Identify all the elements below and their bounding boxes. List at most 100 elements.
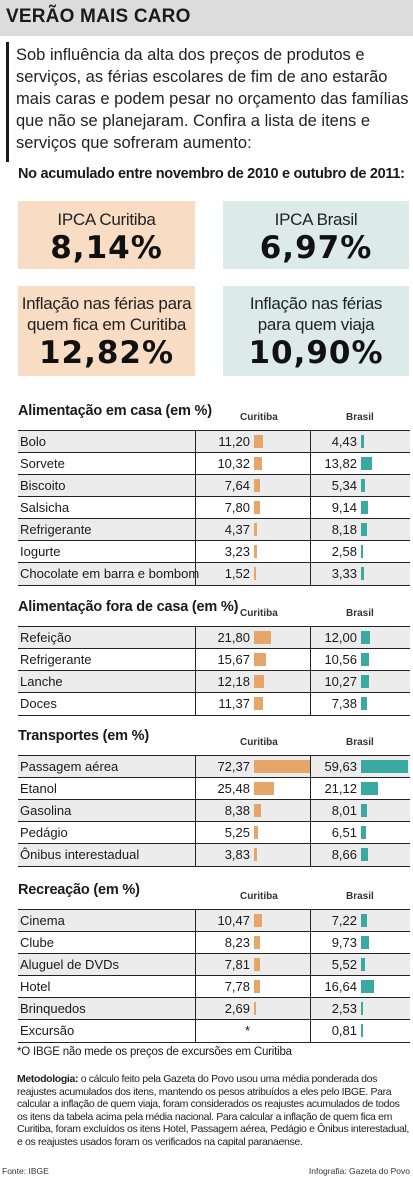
ferias-curitiba-label-1: Inflação nas férias para	[21, 294, 192, 313]
curitiba-value-label: 10,47	[217, 913, 250, 928]
curitiba-bar	[254, 567, 256, 580]
curitiba-value-label: 15,67	[217, 652, 250, 667]
table-row: Pedágio 5,25 6,51	[18, 821, 410, 844]
column-header-curitiba: Curitiba	[240, 737, 278, 748]
row-label: Gasolina	[20, 803, 72, 818]
curitiba-value-label: 21,80	[217, 630, 250, 645]
table-row: Gasolina 8,38 8,01	[18, 799, 410, 822]
table-row: Lanche 12,18 10,27	[18, 670, 410, 693]
row-label: Excursão	[20, 1023, 75, 1038]
table-row: Chocolate em barra e bombom 1,52 3,33	[18, 562, 410, 586]
table-row: Iogurte 3,23 2,58	[18, 540, 410, 563]
ipca-brasil-value: 6,97%	[259, 230, 373, 266]
brasil-bar	[361, 675, 370, 688]
column-divider	[195, 909, 196, 1042]
curitiba-bar	[254, 631, 272, 644]
brasil-bar	[361, 936, 369, 949]
brasil-bar	[361, 653, 370, 666]
section: Alimentação em casa (em %) Curitiba Brasil…	[18, 403, 410, 586]
brasil-value-label: 0,81	[331, 1023, 357, 1038]
brasil-value-label: 16,64	[324, 979, 357, 994]
curitiba-bar	[254, 653, 267, 666]
row-label: Ônibus interestadual	[20, 847, 140, 862]
brasil-value-label: 8,18	[331, 522, 357, 537]
curitiba-bar	[254, 545, 257, 558]
ipca-curitiba-value: 8,14%	[50, 230, 163, 266]
curitiba-bar	[254, 782, 275, 795]
curitiba-value-label: 11,20	[218, 434, 250, 449]
curitiba-bar	[254, 980, 261, 993]
table-row: Salsicha 7,80 9,14	[18, 496, 410, 519]
brasil-bar	[361, 826, 367, 839]
curitiba-value-label: 3,23	[224, 544, 250, 559]
curitiba-value-label: 11,37	[218, 696, 250, 711]
brasil-value-label: 8,66	[331, 847, 357, 862]
curitiba-bar	[254, 760, 311, 773]
row-label: Lanche	[20, 674, 63, 689]
ferias-viaja-box: Inflação nas férias para quem viaja 10,9…	[223, 286, 409, 376]
brasil-value-label: 12,00	[324, 630, 357, 645]
curitiba-bar	[254, 958, 261, 971]
brasil-bar	[361, 479, 366, 492]
row-label: Passagem aérea	[20, 759, 119, 774]
curitiba-bar	[254, 457, 263, 470]
curitiba-value-label: 3,83	[224, 847, 250, 862]
footnote: *O IBGE não mede os preços de excursões …	[17, 1046, 292, 1058]
credit: Infografia: Gazeta do Povo	[308, 1166, 410, 1176]
period-heading: No acumulado entre novembro de 2010 e ou…	[18, 166, 405, 182]
table-row: Sorvete 10,32 13,82	[18, 452, 410, 475]
table-row: Aluguel de DVDs 7,81 5,52	[18, 953, 410, 976]
section-title: Recreação (em %)	[18, 882, 140, 898]
brasil-value-label: 2,58	[331, 544, 357, 559]
column-divider	[310, 430, 311, 585]
brasil-value-label: 2,53	[331, 1001, 357, 1016]
brasil-value-label: 7,22	[331, 913, 357, 928]
curitiba-value-label: 4,37	[224, 522, 250, 537]
table-row: Bolo 11,20 4,43	[18, 430, 410, 453]
row-label: Biscoito	[20, 478, 66, 493]
column-divider	[310, 909, 311, 1042]
table-row: Brinquedos 2,69 2,53	[18, 997, 410, 1020]
curitiba-bar	[254, 826, 259, 839]
brasil-bar	[361, 1002, 363, 1015]
section-title: Alimentação em casa (em %)	[18, 403, 212, 419]
curitiba-bar	[254, 435, 263, 448]
curitiba-value-label: 7,78	[224, 979, 250, 994]
brasil-value-label: 21,12	[324, 781, 357, 796]
ipca-curitiba-label: IPCA Curitiba	[57, 210, 156, 229]
section-title: Alimentação fora de casa (em %)	[18, 599, 239, 615]
curitiba-value-label: 7,81	[224, 957, 250, 972]
row-label: Etanol	[20, 781, 57, 796]
brasil-value-label: 9,14	[331, 500, 357, 515]
brasil-bar	[361, 980, 375, 993]
curitiba-value-label: 2,69	[224, 1001, 250, 1016]
curitiba-value-label: 72,37	[217, 759, 250, 774]
ferias-viaja-label-2: para quem viaja	[257, 315, 375, 334]
curitiba-bar	[254, 697, 263, 710]
brasil-value-label: 10,27	[324, 674, 357, 689]
curitiba-value-label: 8,38	[224, 803, 250, 818]
column-header-curitiba: Curitiba	[240, 412, 278, 423]
brasil-bar	[361, 435, 365, 448]
column-divider	[195, 430, 196, 585]
column-divider	[195, 626, 196, 715]
curitiba-value-label: 10,32	[217, 456, 250, 471]
ipca-curitiba-box: IPCA Curitiba 8,14%	[18, 201, 195, 269]
table-row: Refrigerante 4,37 8,18	[18, 518, 410, 541]
brasil-bar	[361, 567, 364, 580]
column-header-curitiba: Curitiba	[240, 608, 278, 619]
brasil-bar	[361, 1024, 363, 1037]
curitiba-bar	[254, 479, 261, 492]
curitiba-value-label: 7,64	[224, 478, 250, 493]
ferias-viaja-value: 10,90%	[248, 335, 384, 371]
brasil-bar	[361, 631, 371, 644]
ferias-curitiba-box: Inflação nas férias para quem fica em Cu…	[18, 286, 195, 376]
ferias-viaja-label-1: Inflação nas férias	[249, 294, 383, 313]
column-header-brasil: Brasil	[346, 412, 374, 423]
curitiba-value-label: *	[244, 1023, 250, 1038]
curitiba-bar	[254, 501, 261, 514]
row-label: Sorvete	[20, 456, 65, 471]
methodology: Metodologia: o cálculo feito pela Gazeta…	[17, 1073, 409, 1149]
brasil-value-label: 6,51	[331, 825, 357, 840]
row-label: Chocolate em barra e bombom	[20, 566, 200, 581]
